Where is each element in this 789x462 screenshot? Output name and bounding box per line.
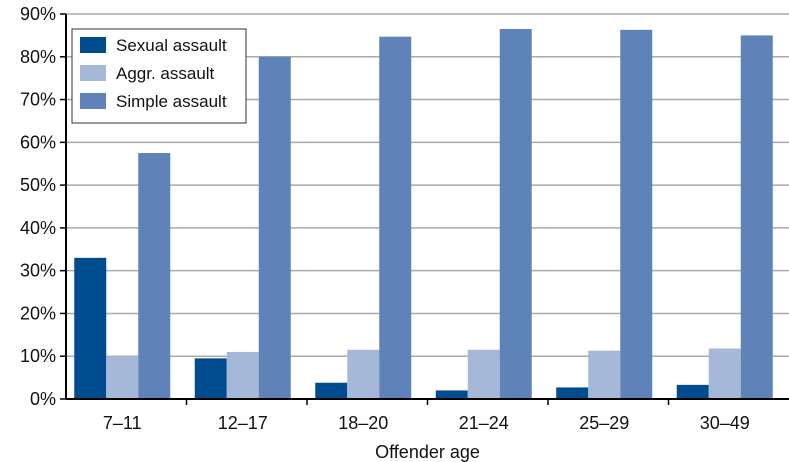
legend-label: Simple assault — [116, 92, 227, 111]
y-tick-label: 20% — [20, 303, 56, 323]
bar-aggr-3 — [467, 349, 500, 399]
x-axis-title: Offender age — [375, 442, 480, 462]
legend-label: Aggr. assault — [116, 64, 215, 83]
legend-swatch — [80, 93, 106, 109]
bar-aggr-5 — [708, 348, 741, 399]
bar-aggr-0 — [106, 356, 139, 399]
x-tick-label: 18–20 — [338, 413, 388, 433]
y-tick-label: 30% — [20, 261, 56, 281]
bar-simple-2 — [379, 36, 412, 400]
bar-simple-5 — [740, 35, 773, 400]
x-tick-label: 12–17 — [218, 413, 268, 433]
y-tick-label: 10% — [20, 346, 56, 366]
x-tick-label: 7–11 — [103, 413, 142, 433]
legend-swatch — [80, 37, 106, 53]
bar-sexual-0 — [74, 257, 107, 399]
y-tick-label: 40% — [20, 218, 56, 238]
y-tick-label: 80% — [20, 47, 56, 67]
x-tick-label: 25–29 — [579, 413, 629, 433]
y-tick-label: 90% — [20, 4, 56, 24]
y-tick-label: 50% — [20, 175, 56, 195]
x-tick-label: 21–24 — [459, 413, 509, 433]
x-axis-ticks: 7–11 12–17 18–20 21–24 25–29 30–49 — [103, 399, 750, 433]
bar-aggr-2 — [347, 349, 380, 399]
bar-sexual-4 — [556, 387, 589, 399]
bar-simple-3 — [499, 28, 532, 399]
x-tick-label: 30–49 — [700, 413, 750, 433]
bar-sexual-2 — [315, 382, 348, 399]
y-tick-label: 0% — [30, 389, 56, 409]
bar-simple-1 — [258, 56, 291, 400]
bars — [74, 28, 773, 400]
bar-sexual-1 — [194, 358, 227, 399]
bar-simple-4 — [620, 29, 653, 399]
bar-sexual-5 — [676, 384, 709, 399]
bar-aggr-4 — [588, 350, 621, 399]
y-tick-label: 60% — [20, 132, 56, 152]
bar-simple-0 — [138, 153, 171, 399]
y-tick-label: 70% — [20, 90, 56, 110]
bar-aggr-1 — [226, 351, 259, 399]
legend-swatch — [80, 65, 106, 81]
legend-label: Sexual assault — [116, 36, 227, 55]
bar-sexual-3 — [435, 390, 468, 399]
y-axis-ticks: 0% 10% 20% 30% 40% 50% 60% 70% 80% 90% — [20, 4, 66, 409]
legend: Sexual assault Aggr. assault Simple assaul… — [71, 28, 247, 124]
